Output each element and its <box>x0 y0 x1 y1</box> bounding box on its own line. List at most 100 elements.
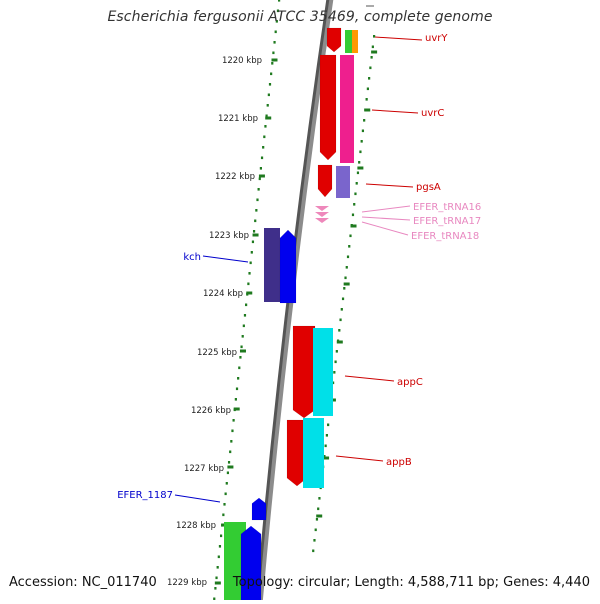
left-scale-dot <box>234 398 237 401</box>
leader-line <box>174 494 221 503</box>
gene-features <box>224 27 358 603</box>
left-scale-major-tick <box>239 349 246 353</box>
left-scale-dot <box>218 545 222 548</box>
right-scale-major-tick <box>364 108 371 112</box>
left-scale-dot <box>229 450 232 454</box>
right-scale-dot <box>345 266 348 269</box>
right-scale-major-tick <box>316 514 323 518</box>
right-scale-dot <box>333 371 336 374</box>
right-scale-dot <box>368 77 371 80</box>
map-title: Escherichia fergusonii ATCC 35469, compl… <box>107 9 493 25</box>
gene-orange-small <box>352 30 358 53</box>
right-scale-major-tick <box>371 50 378 54</box>
leader-line <box>371 109 419 114</box>
scale-label: 1223 kbp <box>209 231 249 241</box>
left-scale-dot <box>278 0 281 2</box>
left-scale-dot <box>240 345 243 349</box>
label-leader-lines <box>174 36 423 503</box>
right-scale-dot <box>325 434 328 437</box>
left-scale-dot <box>273 41 276 44</box>
leader-line <box>335 455 384 462</box>
right-scale-dot <box>371 45 374 49</box>
leader-line <box>374 36 423 41</box>
left-scale-dot <box>265 114 268 118</box>
left-scale-dot <box>237 377 240 380</box>
left-scale-dot <box>263 135 266 139</box>
gene-appC-arrow <box>292 325 316 419</box>
left-scale-dot <box>215 576 218 580</box>
right-scale-dot <box>338 329 341 332</box>
scale-label: 1224 kbp <box>203 289 243 299</box>
gene-label: EFER_tRNA16 <box>413 202 481 213</box>
left-scale-dot <box>267 93 270 97</box>
gene-pgsA-arrow <box>317 164 333 198</box>
left-scale-dot <box>251 240 255 244</box>
left-scale-dot <box>239 356 242 359</box>
gene-appB-cyan <box>303 418 324 488</box>
leader-line <box>202 255 249 263</box>
right-scale-dot <box>359 150 362 154</box>
gene-label: appB <box>386 457 412 468</box>
left-scale-dot <box>260 156 264 160</box>
left-scale-dot <box>275 20 278 23</box>
right-scale-dot <box>334 360 337 364</box>
left-scale-dot <box>270 72 273 76</box>
accession-text: Accession: NC_011740 <box>9 575 157 590</box>
right-scale-dot <box>355 182 358 185</box>
left-scale-major-tick <box>258 174 265 178</box>
right-scale-major-tick <box>350 224 357 228</box>
left-scale-dot <box>225 482 228 485</box>
left-scale-dot <box>232 419 235 422</box>
right-scale-dot <box>361 129 365 133</box>
left-scale-dot <box>242 324 245 328</box>
left-scale-dot <box>274 30 277 34</box>
left-scale-major-tick <box>271 58 278 62</box>
right-scale-dot <box>363 119 366 122</box>
right-scale-dot <box>369 66 372 70</box>
left-scale-dot <box>268 83 272 86</box>
gene-label: uvrY <box>425 33 448 44</box>
left-scale-dot <box>213 597 216 601</box>
right-scale-dot <box>339 318 342 322</box>
right-scale-dot <box>349 234 352 238</box>
scale-ticks <box>213 0 378 601</box>
left-scale-dot <box>227 461 231 464</box>
right-scale-dot <box>344 276 347 280</box>
leader-line <box>344 375 395 382</box>
right-scale-dot <box>312 549 315 553</box>
right-scale-dot <box>373 35 376 38</box>
right-scale-dot <box>343 287 346 290</box>
gene-green-bottom <box>224 522 246 602</box>
right-scale-dot <box>335 350 338 353</box>
left-scale-dot <box>264 125 267 128</box>
gene-label: EFER_1187 <box>117 490 173 501</box>
left-scale-dot <box>231 429 234 433</box>
scale-label: 1221 kbp <box>218 114 258 124</box>
left-scale-dot <box>248 272 251 275</box>
left-scale-dot <box>238 366 241 370</box>
left-scale-dot <box>276 9 280 13</box>
scale-label: 1222 kbp <box>215 172 255 182</box>
left-scale-dot <box>222 513 225 517</box>
left-scale-dot <box>230 440 233 443</box>
right-scale-major-tick <box>343 282 350 286</box>
right-scale-major-tick <box>336 340 343 344</box>
left-scale-dot <box>241 335 244 338</box>
leader-line <box>365 183 414 188</box>
left-scale-dot <box>223 503 226 506</box>
left-scale-major-tick <box>227 465 234 469</box>
left-scale-dot <box>235 387 239 391</box>
right-scale-dot <box>327 423 330 427</box>
left-scale-dot <box>255 209 258 212</box>
left-scale-major-tick <box>252 233 259 237</box>
gene-label: pgsA <box>416 182 441 193</box>
leader-line <box>361 216 411 221</box>
leader-line <box>361 205 411 213</box>
left-scale-dot <box>249 261 252 265</box>
right-scale-dot <box>323 455 326 458</box>
gene-uvrY-arrow <box>326 27 342 53</box>
leader-line <box>361 221 409 236</box>
scale-label: 1220 kbp <box>222 56 262 66</box>
gene-labels: uvrY uvrC pgsA EFER_tRNA16 EFER_tRNA17 EFER_t… <box>117 33 481 501</box>
